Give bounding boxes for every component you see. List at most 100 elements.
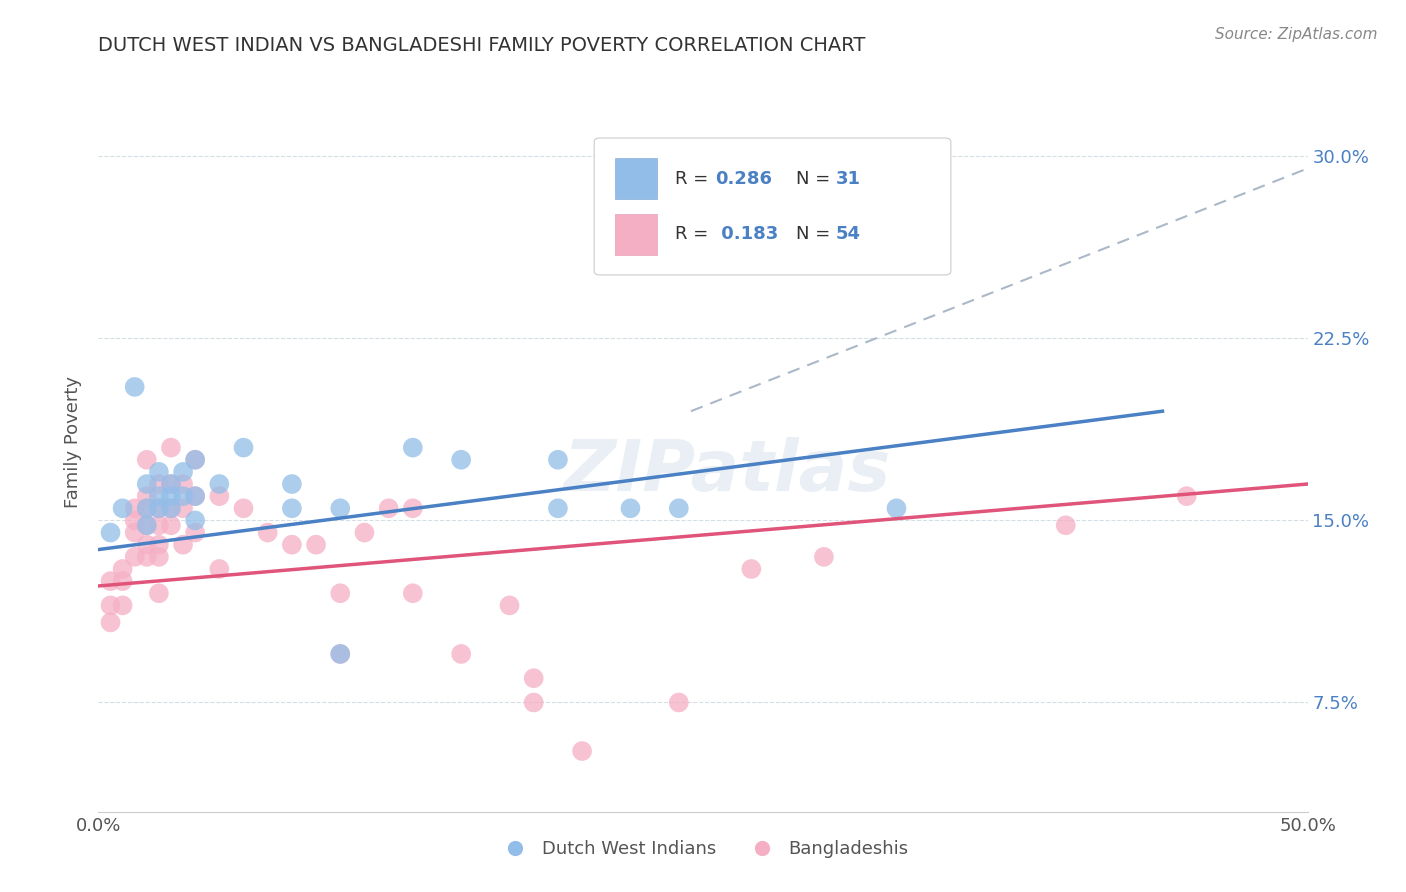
Point bbox=[281, 501, 304, 516]
Text: 31: 31 bbox=[837, 169, 860, 187]
Point bbox=[450, 647, 472, 661]
Point bbox=[547, 452, 569, 467]
Bar bbox=[614, 214, 657, 254]
Point bbox=[886, 501, 908, 516]
Point bbox=[172, 538, 194, 552]
Point bbox=[135, 501, 157, 516]
Point bbox=[100, 599, 122, 613]
Text: ZIPatlas: ZIPatlas bbox=[564, 437, 891, 506]
Point bbox=[148, 465, 170, 479]
Point bbox=[172, 477, 194, 491]
Point bbox=[100, 574, 122, 588]
Point bbox=[160, 501, 183, 516]
Point bbox=[184, 489, 207, 503]
Point bbox=[148, 518, 170, 533]
Text: 0.183: 0.183 bbox=[716, 226, 779, 244]
Point bbox=[111, 599, 134, 613]
Text: 54: 54 bbox=[837, 226, 860, 244]
Point bbox=[160, 518, 183, 533]
Point bbox=[148, 501, 170, 516]
Point bbox=[668, 696, 690, 710]
Point bbox=[111, 501, 134, 516]
Point bbox=[148, 489, 170, 503]
Point bbox=[813, 549, 835, 564]
Point bbox=[135, 549, 157, 564]
Point bbox=[498, 599, 520, 613]
Text: R =: R = bbox=[675, 226, 714, 244]
Point bbox=[329, 647, 352, 661]
Point bbox=[184, 489, 207, 503]
Point bbox=[124, 501, 146, 516]
Point bbox=[172, 465, 194, 479]
Point bbox=[148, 477, 170, 491]
Point bbox=[450, 452, 472, 467]
Point bbox=[160, 489, 183, 503]
Point bbox=[523, 671, 546, 685]
Point bbox=[353, 525, 375, 540]
Point bbox=[135, 501, 157, 516]
Point bbox=[148, 538, 170, 552]
Point bbox=[135, 477, 157, 491]
Point bbox=[1054, 518, 1077, 533]
Point bbox=[160, 501, 183, 516]
Point bbox=[232, 441, 254, 455]
Point bbox=[124, 525, 146, 540]
Point bbox=[571, 744, 593, 758]
Point bbox=[148, 501, 170, 516]
Point bbox=[256, 525, 278, 540]
Point bbox=[281, 477, 304, 491]
Point bbox=[208, 562, 231, 576]
Point bbox=[135, 452, 157, 467]
Point bbox=[668, 501, 690, 516]
Point bbox=[100, 615, 122, 630]
Point bbox=[148, 586, 170, 600]
Point bbox=[208, 477, 231, 491]
Point bbox=[135, 518, 157, 533]
Point bbox=[281, 538, 304, 552]
Point bbox=[740, 562, 762, 576]
Point bbox=[160, 477, 183, 491]
Point bbox=[135, 538, 157, 552]
Point bbox=[619, 501, 641, 516]
Point bbox=[329, 501, 352, 516]
Point bbox=[1175, 489, 1198, 503]
Text: N =: N = bbox=[796, 226, 837, 244]
Point bbox=[547, 501, 569, 516]
Point bbox=[135, 518, 157, 533]
FancyBboxPatch shape bbox=[595, 138, 950, 275]
Point bbox=[184, 452, 207, 467]
Point bbox=[124, 513, 146, 527]
Point bbox=[148, 549, 170, 564]
Point bbox=[232, 501, 254, 516]
Point bbox=[184, 452, 207, 467]
Text: DUTCH WEST INDIAN VS BANGLADESHI FAMILY POVERTY CORRELATION CHART: DUTCH WEST INDIAN VS BANGLADESHI FAMILY … bbox=[98, 36, 866, 54]
Point bbox=[329, 647, 352, 661]
Point bbox=[329, 586, 352, 600]
Point bbox=[124, 380, 146, 394]
Point bbox=[111, 574, 134, 588]
Point bbox=[402, 441, 425, 455]
Bar bbox=[614, 159, 657, 199]
Point bbox=[402, 501, 425, 516]
Point bbox=[402, 586, 425, 600]
Point bbox=[184, 513, 207, 527]
Legend: Dutch West Indians, Bangladeshis: Dutch West Indians, Bangladeshis bbox=[489, 833, 917, 865]
Point bbox=[523, 696, 546, 710]
Point bbox=[111, 562, 134, 576]
Point bbox=[172, 489, 194, 503]
Point bbox=[305, 538, 328, 552]
Point bbox=[124, 549, 146, 564]
Point bbox=[208, 489, 231, 503]
Text: N =: N = bbox=[796, 169, 837, 187]
Point bbox=[765, 246, 787, 260]
Point bbox=[377, 501, 399, 516]
Text: R =: R = bbox=[675, 169, 714, 187]
Text: 0.286: 0.286 bbox=[716, 169, 772, 187]
Point bbox=[100, 525, 122, 540]
Point bbox=[160, 441, 183, 455]
Point bbox=[135, 489, 157, 503]
Point bbox=[184, 525, 207, 540]
Text: Source: ZipAtlas.com: Source: ZipAtlas.com bbox=[1215, 27, 1378, 42]
Point bbox=[160, 477, 183, 491]
Point bbox=[172, 501, 194, 516]
